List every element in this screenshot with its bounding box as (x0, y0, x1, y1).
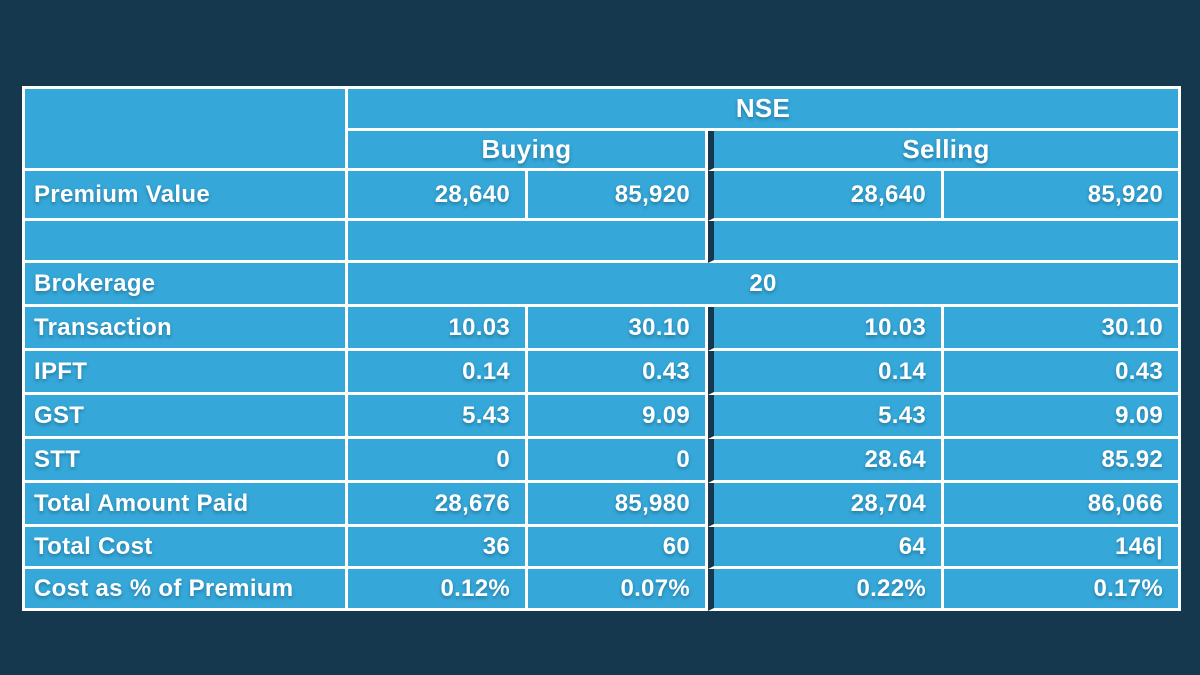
row-label-total-amount-paid: Total Amount Paid (25, 483, 348, 527)
empty-cell (348, 221, 708, 263)
value-cell: 0.43 (944, 351, 1181, 395)
selling-header: Selling (708, 131, 1181, 171)
value-cell: 5.43 (348, 395, 528, 439)
row-label-empty (25, 221, 348, 263)
value-cell: 0.43 (528, 351, 708, 395)
value-cell: 28,704 (708, 483, 944, 527)
value-cell: 0.22% (708, 569, 944, 611)
value-cell: 9.09 (528, 395, 708, 439)
value-cell: 30.10 (528, 307, 708, 351)
value-cell: 85.92 (944, 439, 1181, 483)
value-cell: 85,980 (528, 483, 708, 527)
value-cell: 5.43 (708, 395, 944, 439)
empty-cell (708, 221, 1181, 263)
row-label-ipft: IPFT (25, 351, 348, 395)
row-label-transaction: Transaction (25, 307, 348, 351)
value-cell: 86,066 (944, 483, 1181, 527)
value-cell: 64 (708, 527, 944, 569)
value-cell: 85,920 (528, 171, 708, 221)
brokerage-merged-value: 20 (348, 263, 1181, 307)
nse-header: NSE (348, 89, 1181, 131)
value-cell: 0.17% (944, 569, 1181, 611)
row-label-stt: STT (25, 439, 348, 483)
value-cell: 36 (348, 527, 528, 569)
value-cell: 9.09 (944, 395, 1181, 439)
row-label-brokerage: Brokerage (25, 263, 348, 307)
row-label-total-cost: Total Cost (25, 527, 348, 569)
value-cell: 28,640 (348, 171, 528, 221)
value-cell: 60 (528, 527, 708, 569)
value-cell: 28,676 (348, 483, 528, 527)
value-cell: 0 (528, 439, 708, 483)
value-cell: 0.12% (348, 569, 528, 611)
row-label-premium-value: Premium Value (25, 171, 348, 221)
value-cell: 0 (348, 439, 528, 483)
value-cell: 0.14 (708, 351, 944, 395)
brokerage-cost-table: NSE Buying Selling Premium Value 28,640 … (22, 86, 1181, 611)
row-label-gst: GST (25, 395, 348, 439)
value-cell: 0.07% (528, 569, 708, 611)
value-cell-with-caret: 146| (944, 527, 1181, 569)
value-cell: 10.03 (348, 307, 528, 351)
value-cell: 28.64 (708, 439, 944, 483)
buying-header: Buying (348, 131, 708, 171)
corner-blank-cell (25, 89, 348, 171)
value-cell: 85,920 (944, 171, 1181, 221)
value-cell: 0.14 (348, 351, 528, 395)
value-cell: 28,640 (708, 171, 944, 221)
value-cell: 10.03 (708, 307, 944, 351)
row-label-cost-percent-of-premium: Cost as % of Premium (25, 569, 348, 611)
value-cell: 30.10 (944, 307, 1181, 351)
